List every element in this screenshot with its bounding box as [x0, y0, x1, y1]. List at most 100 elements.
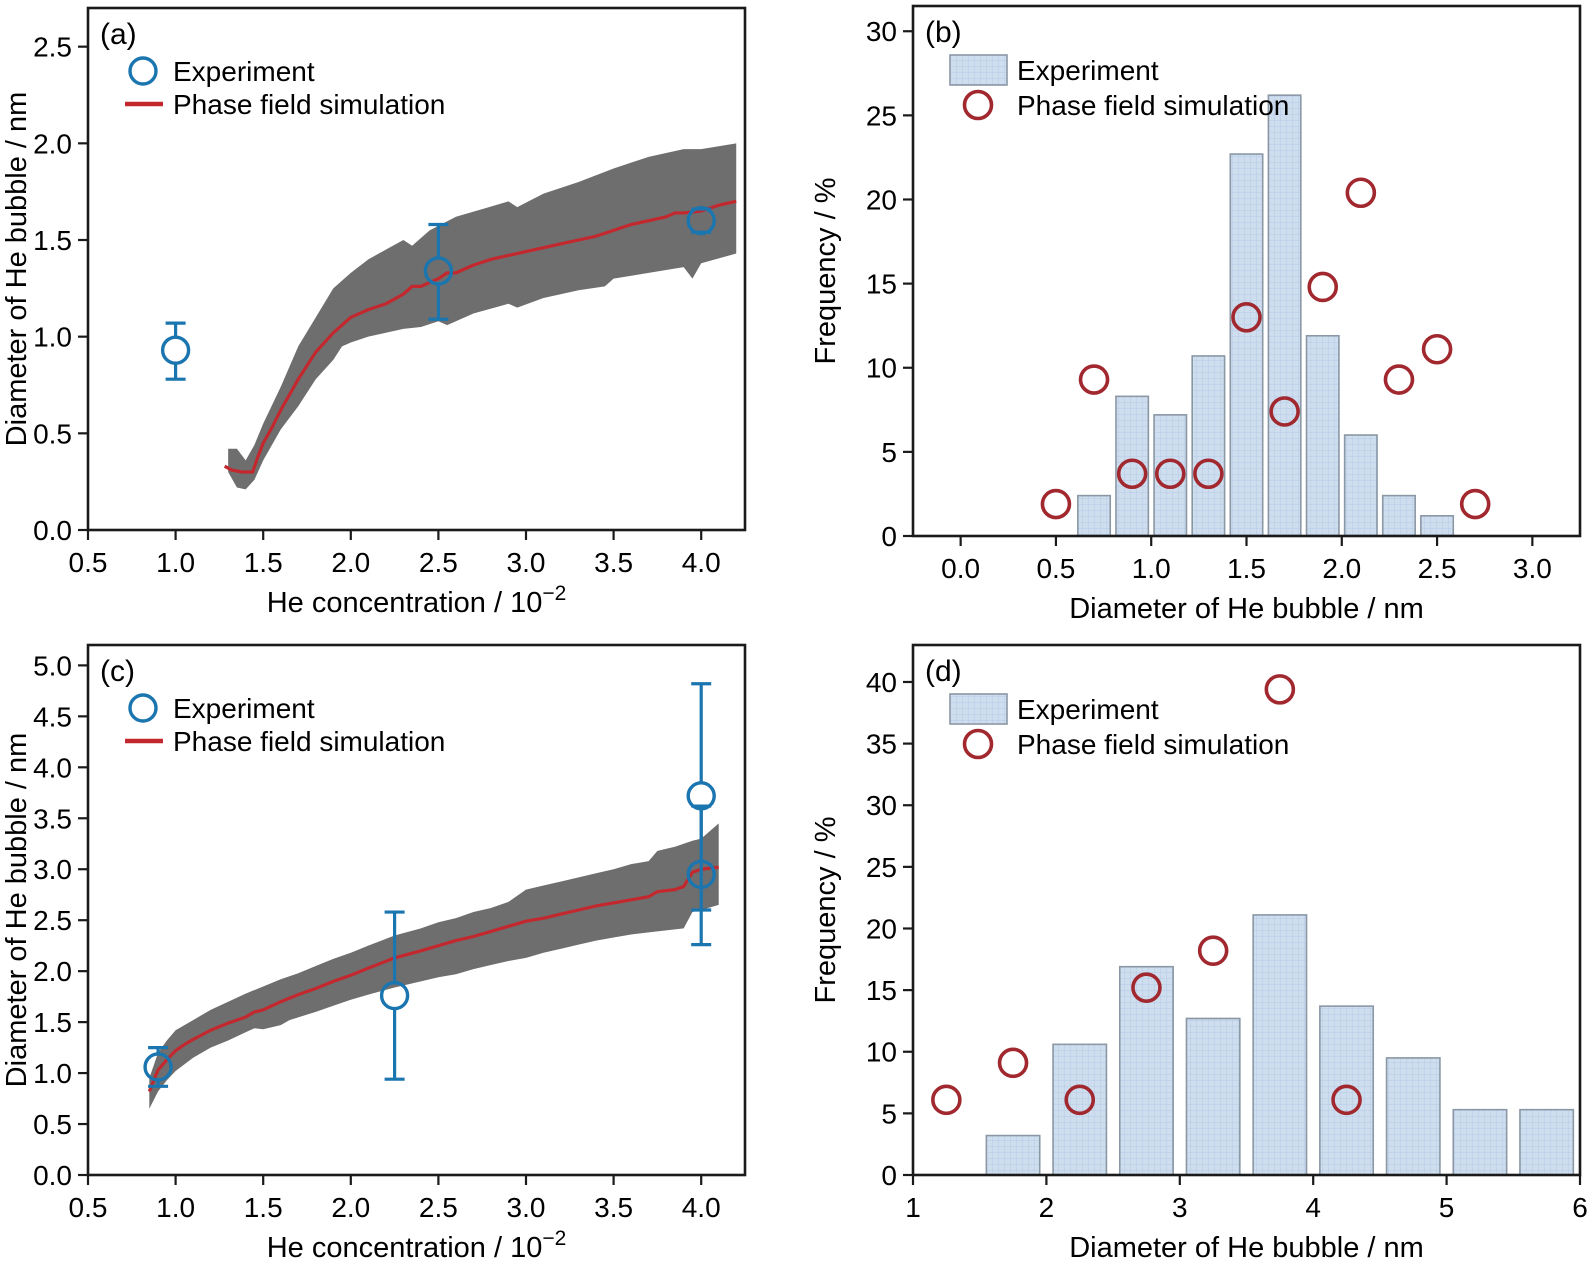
y-axis-label: Diameter of He bubble / nm — [1, 733, 33, 1088]
experiment-point — [686, 205, 716, 236]
sim-line — [147, 865, 719, 1093]
x-tick-label: 3.0 — [507, 1192, 546, 1223]
panel-d-chart: 1 2 3 4 5 6 Diameter of He bubble / nm 0 5 10 15 20… — [810, 643, 1588, 1264]
sim-uncertainty-band — [228, 143, 737, 490]
experiment-bar — [1153, 414, 1188, 537]
experiment-bar — [1267, 94, 1302, 537]
x-tick-label: 3.5 — [594, 547, 633, 578]
experiment-bar — [1191, 355, 1226, 537]
y-tick-label: 25 — [866, 852, 897, 883]
simulation-point — [1459, 488, 1491, 520]
y-tick-label: 2.0 — [33, 128, 72, 159]
experiment-bar — [1519, 1108, 1575, 1176]
experiment-point — [143, 1052, 173, 1082]
legend-simulation-marker — [962, 728, 994, 760]
y-tick-label: 2.5 — [33, 32, 72, 63]
panel-b-chart: 0.0 0.5 1.0 1.5 2.0 2.5 3.0 Diameter of He bubb… — [810, 4, 1582, 625]
y-tick-label: 20 — [866, 184, 897, 215]
simulation-point — [1116, 458, 1148, 490]
simulation-points — [1040, 177, 1491, 520]
experiment-bars — [985, 914, 1575, 1176]
y-tick-label: 0.5 — [33, 418, 72, 449]
legend-experiment-marker — [128, 56, 158, 86]
band-polygon — [228, 143, 737, 490]
x-tick-label: 0.0 — [941, 553, 980, 584]
sim-line-path — [147, 865, 719, 1093]
y-tick-label: 2.5 — [33, 905, 72, 936]
x-tick-label: 2.0 — [1322, 553, 1361, 584]
simulation-point — [1421, 333, 1453, 365]
simulation-point — [1231, 301, 1262, 333]
simulation-point — [1383, 364, 1415, 395]
panel-letter: (b) — [925, 16, 962, 49]
y-tick-label: 15 — [866, 975, 897, 1006]
experiment-bar — [1229, 153, 1264, 537]
y-tick-label: 30 — [866, 790, 897, 821]
experiment-point — [686, 859, 716, 890]
y-tick-label: 1.5 — [33, 225, 72, 256]
experiment-bar — [1118, 965, 1174, 1176]
y-tick-label: 5 — [881, 1098, 897, 1129]
band-polygon — [149, 823, 719, 1109]
y-tick-label: 0.5 — [33, 1109, 72, 1140]
y-axis-label: Diameter of He bubble / nm — [1, 92, 33, 447]
legend-simulation-label: Phase field simulation — [173, 89, 445, 120]
y-tick-label: 40 — [866, 667, 897, 698]
experiment-series — [160, 205, 716, 381]
y-axis-label: Frequency / % — [810, 178, 842, 365]
x-tick-label: 2 — [1039, 1192, 1055, 1223]
simulation-point — [1264, 674, 1296, 705]
simulation-point — [1131, 972, 1162, 1003]
y-axis-label: Frequency / % — [810, 817, 842, 1004]
y-tick-label: 1.5 — [33, 1007, 72, 1038]
x-tick-label: 4.0 — [682, 547, 721, 578]
simulation-point — [1154, 458, 1186, 490]
x-axis-label: He concentration / 10−2 — [267, 582, 567, 619]
experiment-bar — [1343, 434, 1378, 537]
simulation-point — [931, 1084, 962, 1116]
y-tick-label: 10 — [866, 353, 897, 384]
simulation-point — [1193, 458, 1224, 490]
experiment-bars — [1077, 94, 1455, 537]
x-tick-label: 0.5 — [69, 1192, 108, 1223]
panel-a-chart: 0.5 1.0 1.5 2.0 2.5 3.0 3.5 4.0 He concentration… — [1, 6, 747, 619]
x-tick-label: 2.5 — [419, 1192, 458, 1223]
simulation-point — [1307, 271, 1339, 303]
legend-experiment-swatch — [949, 54, 1008, 86]
sim-uncertainty-band — [149, 823, 719, 1109]
x-tick-label: 2.0 — [331, 1192, 370, 1223]
x-tick-label: 3 — [1172, 1192, 1188, 1223]
y-tick-label: 3.0 — [33, 854, 72, 885]
x-tick-label: 2.5 — [419, 547, 458, 578]
simulation-point — [1197, 935, 1229, 966]
x-tick-label: 6 — [1572, 1192, 1588, 1223]
legend-simulation-label: Phase field simulation — [1017, 90, 1289, 121]
y-axis: 0.0 0.5 1.0 1.5 2.0 2.5 3.0 3.5 4.0 4.5 5.0 Diamete… — [1, 650, 88, 1191]
y-tick-label: 30 — [866, 16, 897, 47]
plot-spines — [911, 4, 1582, 538]
simulation-point — [997, 1047, 1029, 1079]
experiment-bar — [1185, 1017, 1241, 1176]
x-tick-label: 4.0 — [682, 1192, 721, 1223]
legend-experiment-label: Experiment — [1017, 694, 1159, 725]
sim-line — [223, 199, 737, 474]
x-axis-label: Diameter of He bubble / nm — [1069, 593, 1424, 625]
x-tick-label: 1 — [905, 1192, 921, 1223]
legend-simulation-marker — [962, 89, 994, 121]
x-tick-label: 2.5 — [1418, 553, 1457, 584]
x-tick-label: 2.0 — [331, 547, 370, 578]
x-tick-label: 1.5 — [1227, 553, 1266, 584]
x-axis: 0.5 1.0 1.5 2.0 2.5 3.0 3.5 4.0 He concentration… — [69, 530, 721, 619]
panel-letter: (a) — [100, 18, 137, 51]
legend-experiment-label: Experiment — [173, 56, 315, 87]
legend-experiment-marker — [128, 693, 158, 723]
x-tick-label: 3.0 — [1513, 553, 1552, 584]
y-tick-label: 0 — [881, 521, 897, 552]
plot-spines — [86, 643, 747, 1177]
simulation-point — [1345, 177, 1377, 209]
x-tick-label: 3.0 — [507, 547, 546, 578]
x-tick-label: 1.5 — [244, 547, 283, 578]
